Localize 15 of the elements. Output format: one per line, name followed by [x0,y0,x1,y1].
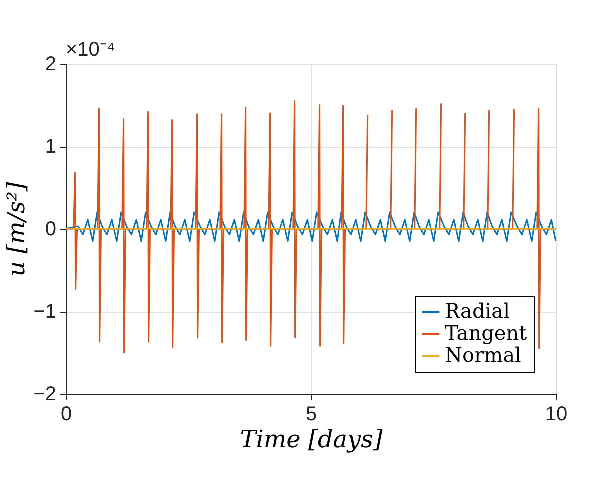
x-axis-title: Time [days] [240,426,384,454]
legend-label: Normal [445,343,522,367]
y-tick-label: −2 [34,384,56,406]
x-tick-label: 0 [60,404,72,426]
legend-label: Radial [445,299,510,323]
y-tick-label: 2 [45,54,56,76]
y-tick-label: 1 [45,136,56,158]
legend-label: Tangent [445,321,528,345]
y-tick-label: −1 [34,301,56,323]
y-axis-title: u [m/s²] [2,182,31,277]
x-tick-label: 5 [306,404,318,426]
text: ×10⁻⁴ [66,39,116,61]
y-tick-label: 0 [45,218,56,240]
x-tick-label: 10 [545,404,568,426]
line-series [65,212,557,242]
